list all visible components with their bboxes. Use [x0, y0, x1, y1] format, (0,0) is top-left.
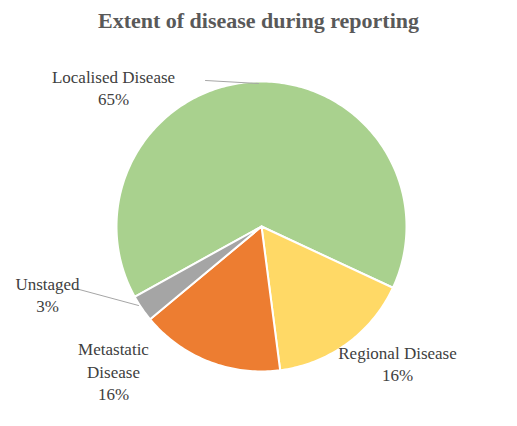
svg-text:MetastaticDisease16%: MetastaticDisease16%	[78, 340, 149, 403]
svg-text:Unstaged3%: Unstaged3%	[15, 275, 80, 316]
html-text:Extent of disease during repor: Extent of disease during reporting	[98, 8, 419, 33]
svg-text:Regional Disease16%: Regional Disease16%	[338, 344, 457, 385]
svg-text:Localised Disease65%: Localised Disease65%	[52, 68, 175, 109]
